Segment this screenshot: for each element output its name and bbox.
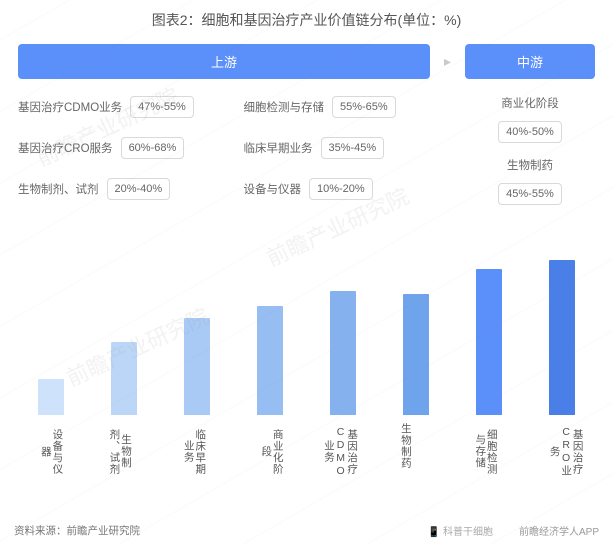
footer-right-credit: 前瞻经济学人APP bbox=[519, 523, 599, 538]
bar bbox=[257, 306, 283, 415]
x-axis-label: 临床早期业务 bbox=[159, 423, 228, 480]
bar bbox=[476, 269, 502, 415]
x-axis-label: 基因治疗CRO业务 bbox=[540, 423, 591, 480]
cell-label: 设备与仪器 bbox=[244, 181, 302, 197]
pct-box: 20%-40% bbox=[107, 178, 171, 200]
x-axis-label: 设备与仪器 bbox=[22, 423, 80, 480]
footer-mid-credit: 📱 科普干细胞 bbox=[428, 523, 493, 538]
header-upstream: 上游 bbox=[18, 44, 430, 79]
pct-box: 35%-45% bbox=[321, 137, 385, 159]
bar bbox=[184, 318, 210, 415]
cell-label: 生物制剂、试剂 bbox=[18, 181, 99, 197]
bar-chart bbox=[14, 219, 599, 419]
bar-column bbox=[22, 379, 81, 415]
upstream-cell: 生物制剂、试剂 20%-40% bbox=[18, 174, 226, 205]
upstream-cell: 基因治疗CDMO业务 47%-55% bbox=[18, 91, 226, 122]
header-midstream: 中游 bbox=[465, 44, 595, 79]
bar-column bbox=[241, 306, 300, 415]
upstream-cell: 设备与仪器 10%-20% bbox=[244, 174, 452, 205]
x-axis-label: 生物制药 bbox=[379, 423, 430, 480]
bar bbox=[38, 379, 64, 415]
x-axis-label: 商业化阶段 bbox=[242, 423, 300, 480]
bar-column bbox=[95, 342, 154, 415]
mid-label: 生物制药 bbox=[507, 153, 553, 173]
upstream-grid: 基因治疗CDMO业务 47%-55% 细胞检测与存储 55%-65% 基因治疗C… bbox=[18, 91, 451, 205]
chart-title: 图表2：细胞和基因治疗产业价值链分布(单位：%) bbox=[0, 0, 613, 44]
mid-label: 商业化阶段 bbox=[501, 91, 559, 111]
bar-column bbox=[459, 269, 518, 415]
bar bbox=[111, 342, 137, 415]
pct-box: 47%-55% bbox=[130, 96, 194, 118]
cell-label: 临床早期业务 bbox=[244, 140, 313, 156]
bar-chart-xlabels: 设备与仪器生物制剂、试剂临床早期业务商业化阶段基因治疗CDMO业务生物制药细胞检… bbox=[14, 423, 599, 480]
pct-box: 60%-68% bbox=[121, 137, 185, 159]
bar bbox=[330, 291, 356, 415]
upstream-cell: 细胞检测与存储 55%-65% bbox=[244, 91, 452, 122]
x-axis-label: 细胞检测与存储 bbox=[445, 423, 526, 480]
cell-label: 基因治疗CDMO业务 bbox=[18, 99, 122, 115]
bar-column bbox=[314, 291, 373, 415]
pct-box: 55%-65% bbox=[332, 96, 396, 118]
section-headers: 上游 ▸ 中游 bbox=[0, 44, 613, 79]
bar bbox=[549, 260, 575, 415]
upstream-cell: 基因治疗CRO服务 60%-68% bbox=[18, 132, 226, 163]
x-axis-label: 基因治疗CDMO业务 bbox=[314, 423, 365, 480]
pct-box: 40%-50% bbox=[498, 121, 562, 143]
bar bbox=[403, 294, 429, 415]
pct-box: 10%-20% bbox=[309, 178, 373, 200]
midstream-grid: 商业化阶段 40%-50% 生物制药 45%-55% bbox=[465, 91, 595, 205]
footer-source: 资料来源：前瞻产业研究院 bbox=[14, 523, 140, 538]
pct-box: 45%-55% bbox=[498, 183, 562, 205]
cell-label: 细胞检测与存储 bbox=[244, 99, 325, 115]
bar-column bbox=[386, 294, 445, 415]
cell-label: 基因治疗CRO服务 bbox=[18, 140, 113, 156]
bar-column bbox=[532, 260, 591, 415]
upstream-cell: 临床早期业务 35%-45% bbox=[244, 132, 452, 163]
value-chain-grid: 基因治疗CDMO业务 47%-55% 细胞检测与存储 55%-65% 基因治疗C… bbox=[0, 79, 613, 211]
x-axis-label: 生物制剂、试剂 bbox=[94, 423, 145, 480]
arrow-icon: ▸ bbox=[444, 53, 451, 70]
bar-column bbox=[168, 318, 227, 415]
